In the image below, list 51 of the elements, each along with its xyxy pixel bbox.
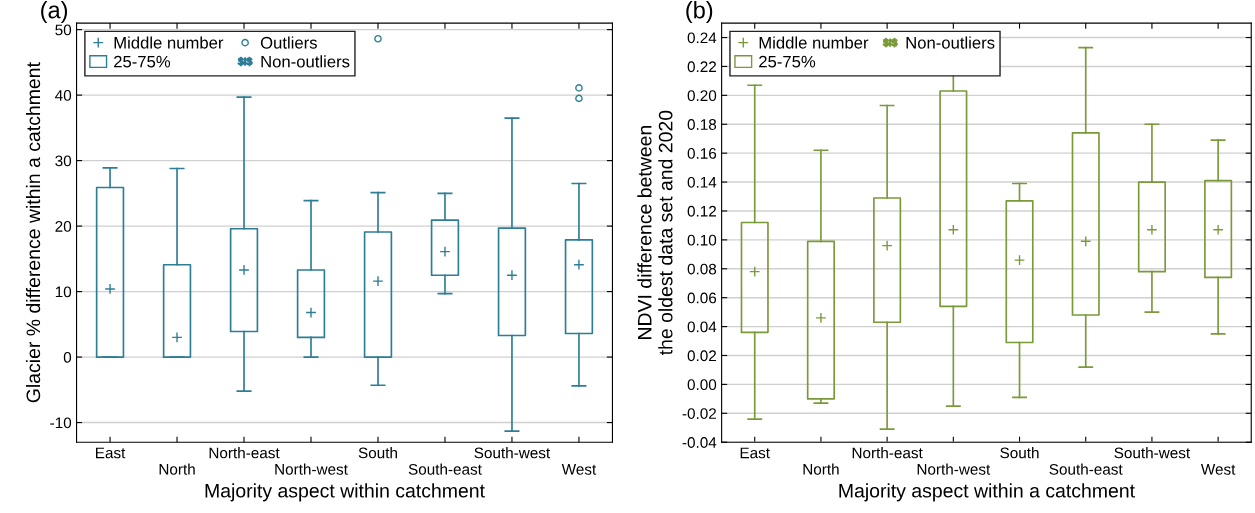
annotation: Non-outliers xyxy=(261,55,350,68)
y-tick-label: -0.02 xyxy=(682,408,716,419)
y-tick-label: 0.20 xyxy=(687,90,717,102)
y-tick-label: 0.08 xyxy=(687,263,717,275)
x-tick-label: North-west xyxy=(917,463,991,475)
annotation: Middle number xyxy=(759,36,869,49)
annotation: 25-75% xyxy=(759,55,816,68)
y-tick-label: 0.06 xyxy=(687,292,717,304)
x-axis-title: Majority aspect within a catchment xyxy=(839,483,1135,502)
y-tick-label: 0.16 xyxy=(687,148,717,159)
y-tick-label: 0.04 xyxy=(687,321,717,333)
annotation: 25-75% xyxy=(114,55,171,68)
x-tick-label: North-west xyxy=(275,463,348,475)
y-tick-label: -10 xyxy=(50,417,72,429)
y-tick-label: 0.24 xyxy=(687,32,717,44)
x-tick-label: East xyxy=(740,447,770,459)
x-tick-label: North-east xyxy=(209,447,280,459)
y-tick-label: 0.18 xyxy=(687,119,717,130)
x-tick-label: South-east xyxy=(408,463,482,475)
y-tick-label: 20 xyxy=(55,220,72,232)
x-tick-label: North-east xyxy=(852,447,923,459)
y-tick-label: 0.10 xyxy=(687,234,717,246)
x-tick-label: South-west xyxy=(1114,447,1191,459)
y-tick-label: 0.14 xyxy=(687,176,717,188)
annotation: Outliers xyxy=(260,36,317,49)
y-tick-label: 30 xyxy=(55,155,72,167)
annotation: Middle number xyxy=(114,36,224,49)
x-axis-title: Majority aspect within catchment xyxy=(205,483,485,502)
y-tick-label: 0.22 xyxy=(687,61,716,73)
y-tick-label: 10 xyxy=(55,286,72,298)
annotation: Non-outliers xyxy=(906,36,995,49)
y-tick-label: 0.12 xyxy=(687,205,716,217)
x-tick-label: South xyxy=(1000,447,1039,459)
y-axis-title: Glacier % difference within a catchment xyxy=(25,62,41,403)
y-tick-label: 0.00 xyxy=(687,379,717,391)
y-tick-label: 50 xyxy=(55,24,72,36)
x-tick-label: North xyxy=(159,463,195,475)
y-axis-title: NDVI difference between the oldest data set and 2020 xyxy=(637,110,673,356)
y-tick-label: -0.04 xyxy=(682,437,717,448)
text: (a) xyxy=(41,1,68,24)
x-tick-label: South xyxy=(358,447,397,459)
x-tick-label: West xyxy=(561,464,597,475)
x-tick-label: North xyxy=(803,463,839,475)
y-tick-label: 40 xyxy=(55,89,72,101)
x-tick-label: East xyxy=(96,447,126,459)
x-tick-label: South-east xyxy=(1049,463,1123,475)
x-tick-label: South-west xyxy=(474,447,551,459)
x-tick-label: West xyxy=(1200,464,1236,475)
text: (b) xyxy=(686,1,713,24)
y-tick-label: 0.02 xyxy=(687,350,716,362)
y-tick-label: 0 xyxy=(63,351,72,363)
